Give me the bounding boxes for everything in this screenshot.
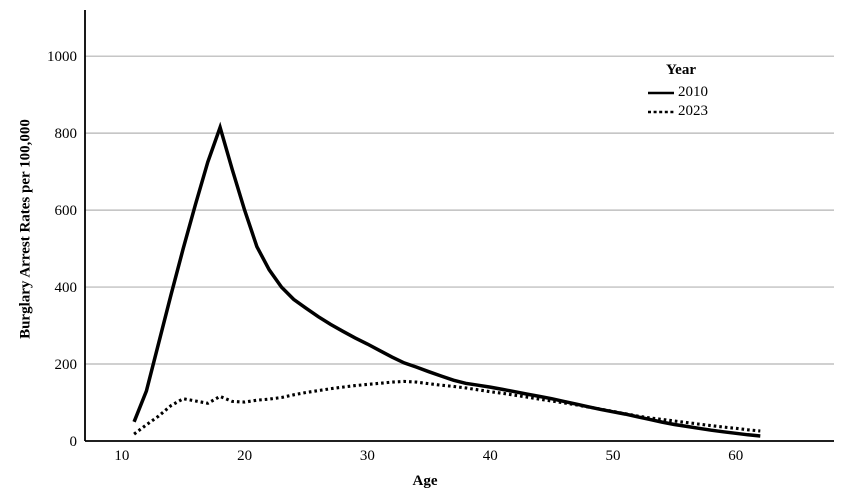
- legend-label-2023: 2023: [678, 103, 708, 119]
- y-tick-label-600: 600: [55, 203, 78, 219]
- x-tick-label-10: 10: [114, 448, 129, 464]
- y-tick-label-200: 200: [55, 357, 78, 373]
- series-line-2023: [133, 379, 761, 436]
- x-axis-title: Age: [412, 473, 438, 489]
- legend-label-2010: 2010: [678, 84, 708, 100]
- y-tick-label-800: 800: [55, 126, 78, 142]
- y-tick-label-400: 400: [55, 280, 78, 296]
- solid-line-swatch: [648, 91, 674, 94]
- y-tick-label-0: 0: [70, 434, 78, 450]
- x-tick-label-30: 30: [360, 448, 375, 464]
- x-tick-label-40: 40: [483, 448, 498, 464]
- y-tick-label-1000: 1000: [47, 49, 77, 65]
- legend-title: Year: [666, 62, 696, 78]
- x-tick-label-60: 60: [728, 448, 743, 464]
- x-tick-label-50: 50: [605, 448, 620, 464]
- y-axis-title: Burglary Arrest Rates per 100,000: [17, 119, 34, 339]
- series-line-2010: [132, 121, 761, 438]
- x-tick-label-20: 20: [237, 448, 252, 464]
- dotted-line-swatch: [648, 110, 674, 113]
- legend-item-2010: 2010: [648, 83, 708, 102]
- legend: Year 2010 2023: [648, 62, 708, 121]
- legend-item-2023: 2023: [648, 102, 708, 121]
